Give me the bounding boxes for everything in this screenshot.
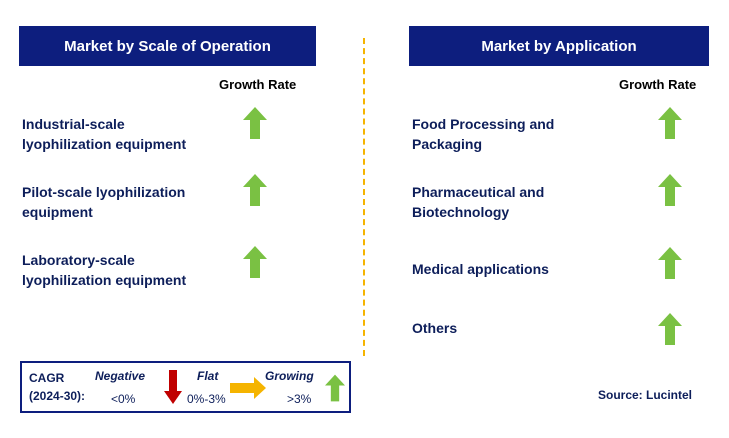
up-arrow-icon bbox=[243, 174, 267, 206]
legend-growing-range: >3% bbox=[287, 392, 312, 406]
right-item-others: Others bbox=[412, 318, 612, 338]
legend-cagr-line1: CAGR bbox=[29, 371, 65, 385]
up-arrow-icon bbox=[243, 246, 267, 278]
legend-cagr-line2: (2024-30): bbox=[29, 389, 86, 403]
up-arrow-icon bbox=[658, 247, 682, 279]
left-item-laboratory-line1: Laboratory-scale bbox=[22, 252, 135, 268]
up-arrow-icon bbox=[658, 174, 682, 206]
left-item-pilot: Pilot-scale lyophilization equipment bbox=[22, 182, 222, 222]
legend-flat-range: 0%-3% bbox=[187, 392, 226, 406]
right-item-food-processing-line1: Food Processing and bbox=[412, 116, 555, 132]
legend-growing-label: Growing bbox=[265, 369, 314, 383]
legend-negative-range: <0% bbox=[111, 392, 136, 406]
up-arrow-icon bbox=[658, 313, 682, 345]
right-item-food-processing-line2: Packaging bbox=[412, 136, 483, 152]
panel-divider bbox=[363, 38, 365, 356]
right-item-pharmaceutical-line2: Biotechnology bbox=[412, 204, 510, 220]
cagr-legend: CAGR (2024-30): Negative <0% Flat 0%-3% … bbox=[20, 361, 351, 413]
left-item-industrial: Industrial-scale lyophilization equipmen… bbox=[22, 114, 222, 154]
left-item-pilot-line1: Pilot-scale lyophilization bbox=[22, 184, 186, 200]
right-item-food-processing: Food Processing and Packaging bbox=[412, 114, 612, 154]
left-panel-title: Market by Scale of Operation bbox=[19, 26, 316, 66]
right-item-medical-line1: Medical applications bbox=[412, 261, 549, 277]
left-growth-rate-label: Growth Rate bbox=[219, 77, 297, 92]
right-item-others-line1: Others bbox=[412, 320, 458, 336]
right-arrow-icon bbox=[230, 377, 266, 399]
legend-flat-label: Flat bbox=[197, 369, 219, 383]
right-item-pharmaceutical: Pharmaceutical and Biotechnology bbox=[412, 182, 612, 222]
up-arrow-icon bbox=[243, 107, 267, 139]
source-label: Source: Lucintel bbox=[598, 388, 693, 402]
left-item-laboratory: Laboratory-scale lyophilization equipmen… bbox=[22, 250, 222, 290]
right-panel-title: Market by Application bbox=[409, 26, 709, 66]
right-item-pharmaceutical-line1: Pharmaceutical and bbox=[412, 184, 545, 200]
up-arrow-icon bbox=[325, 372, 345, 404]
right-item-medical: Medical applications bbox=[412, 259, 612, 279]
right-growth-rate-label: Growth Rate bbox=[619, 77, 697, 92]
down-arrow-icon bbox=[164, 370, 182, 404]
left-item-pilot-line2: equipment bbox=[22, 204, 93, 220]
up-arrow-icon bbox=[658, 107, 682, 139]
left-item-industrial-line2: lyophilization equipment bbox=[22, 136, 187, 152]
legend-cagr-label: CAGR (2024-30): bbox=[29, 369, 85, 405]
left-item-industrial-line1: Industrial-scale bbox=[22, 116, 125, 132]
left-item-laboratory-line2: lyophilization equipment bbox=[22, 272, 187, 288]
legend-negative-label: Negative bbox=[95, 369, 146, 383]
